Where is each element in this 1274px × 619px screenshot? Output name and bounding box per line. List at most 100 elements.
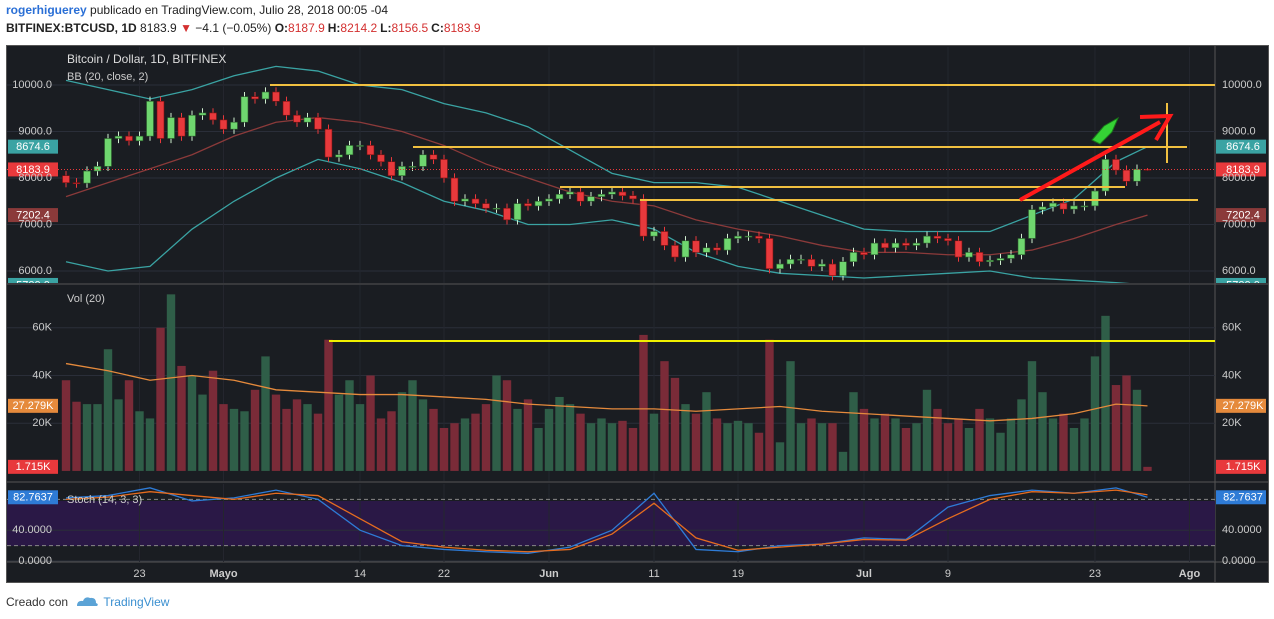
candle-body	[734, 235, 742, 239]
volume-bar	[555, 396, 564, 471]
candle-body	[482, 203, 490, 209]
candle-body	[681, 240, 690, 258]
candle-body	[524, 203, 532, 207]
volume-bar	[880, 413, 890, 471]
volume-bar	[303, 404, 312, 471]
y-tick-label: 6000.0	[1222, 265, 1256, 277]
volume-bar	[1132, 389, 1142, 471]
candle-body	[902, 242, 910, 246]
candle-body	[513, 203, 522, 221]
candle-body	[471, 198, 480, 204]
candle-body	[650, 231, 658, 237]
symbol: BITFINEX:BTCUSD, 1D	[6, 21, 137, 35]
value-badge-label: 1.715K	[1226, 461, 1262, 473]
candle-body	[1049, 202, 1057, 208]
volume-bar	[1048, 418, 1058, 471]
brand[interactable]: TradingView	[103, 595, 170, 609]
volume-bar	[334, 394, 344, 471]
y-tick-label: 9000.0	[1222, 125, 1256, 137]
volume-bar	[964, 427, 974, 471]
candle-body	[408, 166, 417, 168]
candle-body	[576, 191, 585, 202]
volume-bar	[72, 401, 81, 471]
price-pane: 8674.6 8674.6 7202.4 7202.4 5700.0 5700.0 8183…	[7, 47, 1266, 283]
candle-body	[419, 154, 427, 167]
volume-bar	[1143, 466, 1152, 471]
volume-bar	[513, 408, 522, 471]
volume-bar	[618, 420, 627, 471]
value-badge-label: 7202.4	[1226, 210, 1260, 222]
price: 8183.9	[140, 21, 177, 35]
candle-body	[230, 121, 238, 130]
candle-body	[492, 207, 501, 210]
candle-body	[503, 207, 511, 221]
volume-bar	[366, 375, 375, 471]
candle-body	[1038, 206, 1047, 210]
candle-body	[566, 191, 574, 195]
volume-bar	[922, 389, 932, 471]
candle-body	[776, 263, 784, 269]
y-tick-label: 20K	[32, 417, 52, 429]
volume-bar	[145, 418, 155, 471]
value-badge	[1216, 459, 1266, 474]
candle-body	[702, 247, 711, 253]
value-badge	[8, 277, 58, 283]
candle-body	[923, 235, 931, 244]
volume-bar	[565, 404, 575, 471]
y-tick-label: 40.0000	[1222, 524, 1262, 536]
indicator-title: Vol (20)	[67, 293, 105, 305]
candle-body	[450, 177, 459, 202]
candle-body	[881, 242, 889, 249]
y-tick-label: 9000.0	[18, 125, 52, 137]
user[interactable]: rogerhiguerey	[6, 3, 87, 17]
volume-bar	[198, 394, 207, 471]
ohlc-value: 8214.2	[340, 21, 378, 35]
volume-bar	[1006, 418, 1016, 471]
volume-bar	[754, 432, 764, 471]
volume-bar	[639, 334, 648, 471]
volume-bar	[376, 418, 386, 471]
stoch-pane: 82.7637 82.7637	[7, 484, 1266, 562]
candle-body	[62, 175, 70, 183]
x-tick-label: Mayo	[209, 568, 237, 580]
volume-bar	[1017, 399, 1026, 471]
volume-bar	[1027, 361, 1037, 471]
candle-body	[597, 193, 606, 197]
candle-body	[1059, 202, 1068, 210]
volume-bar	[597, 418, 606, 471]
header-line: rogerhiguerey publicado en TradingView.c…	[6, 3, 388, 17]
x-tick-label: Jul	[856, 568, 872, 580]
candle-body	[944, 238, 952, 242]
candle-body	[755, 235, 763, 239]
footer: Creado con TradingView	[6, 594, 169, 609]
volume-bar	[450, 423, 459, 471]
volume-bar	[471, 413, 480, 471]
value-badge-label: 8183.9	[16, 164, 50, 176]
x-tick-label: Jun	[539, 568, 559, 580]
candle-body	[293, 114, 301, 123]
stoch-band	[7, 501, 1215, 546]
volume-bar	[271, 394, 281, 471]
candle-body	[314, 117, 322, 130]
volume-bar	[544, 408, 554, 471]
volume-bar	[586, 423, 596, 471]
candle-body	[209, 112, 217, 121]
volume-bar	[681, 404, 690, 471]
volume-bar	[429, 408, 438, 471]
chart-title: Bitcoin / Dollar, 1D, BITFINEX	[67, 52, 226, 66]
volume-bar	[607, 423, 617, 471]
y-tick-label: 40K	[1222, 369, 1242, 381]
y-tick-label: 10000.0	[1222, 79, 1262, 91]
candle-body	[1133, 168, 1141, 182]
candle-body	[933, 235, 942, 239]
candle-body	[839, 261, 847, 276]
volume-bar	[502, 380, 512, 471]
volume-bar	[859, 408, 869, 471]
ohlc-label: H:	[327, 21, 341, 35]
volume-bar	[103, 349, 113, 471]
candle-body	[797, 259, 805, 261]
volume-bar	[912, 423, 921, 471]
volume-bar	[492, 375, 501, 471]
candle-body	[965, 252, 973, 258]
